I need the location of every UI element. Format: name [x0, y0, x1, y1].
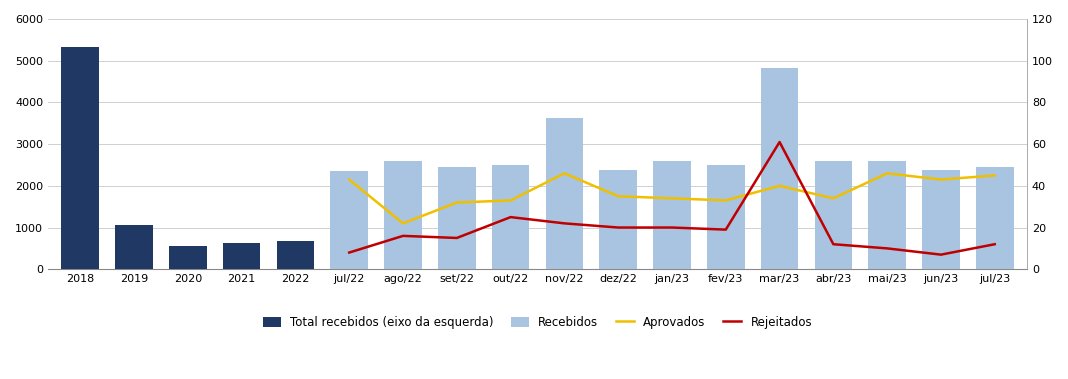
Bar: [491, 164, 530, 269]
Bar: [330, 171, 368, 269]
Bar: [868, 161, 906, 269]
Bar: [438, 167, 475, 269]
Bar: [922, 170, 960, 269]
Bar: [654, 161, 691, 269]
Bar: [384, 161, 422, 269]
Bar: [760, 68, 799, 269]
Bar: [115, 225, 153, 269]
Bar: [815, 161, 852, 269]
Bar: [546, 118, 583, 269]
Bar: [976, 168, 1014, 269]
Bar: [599, 171, 637, 269]
Bar: [169, 246, 207, 269]
Legend: Total recebidos (eixo da esquerda), Recebidos, Aprovados, Rejeitados: Total recebidos (eixo da esquerda), Rece…: [258, 311, 817, 334]
Bar: [223, 243, 261, 269]
Bar: [277, 241, 314, 269]
Bar: [707, 165, 744, 269]
Bar: [62, 47, 99, 269]
